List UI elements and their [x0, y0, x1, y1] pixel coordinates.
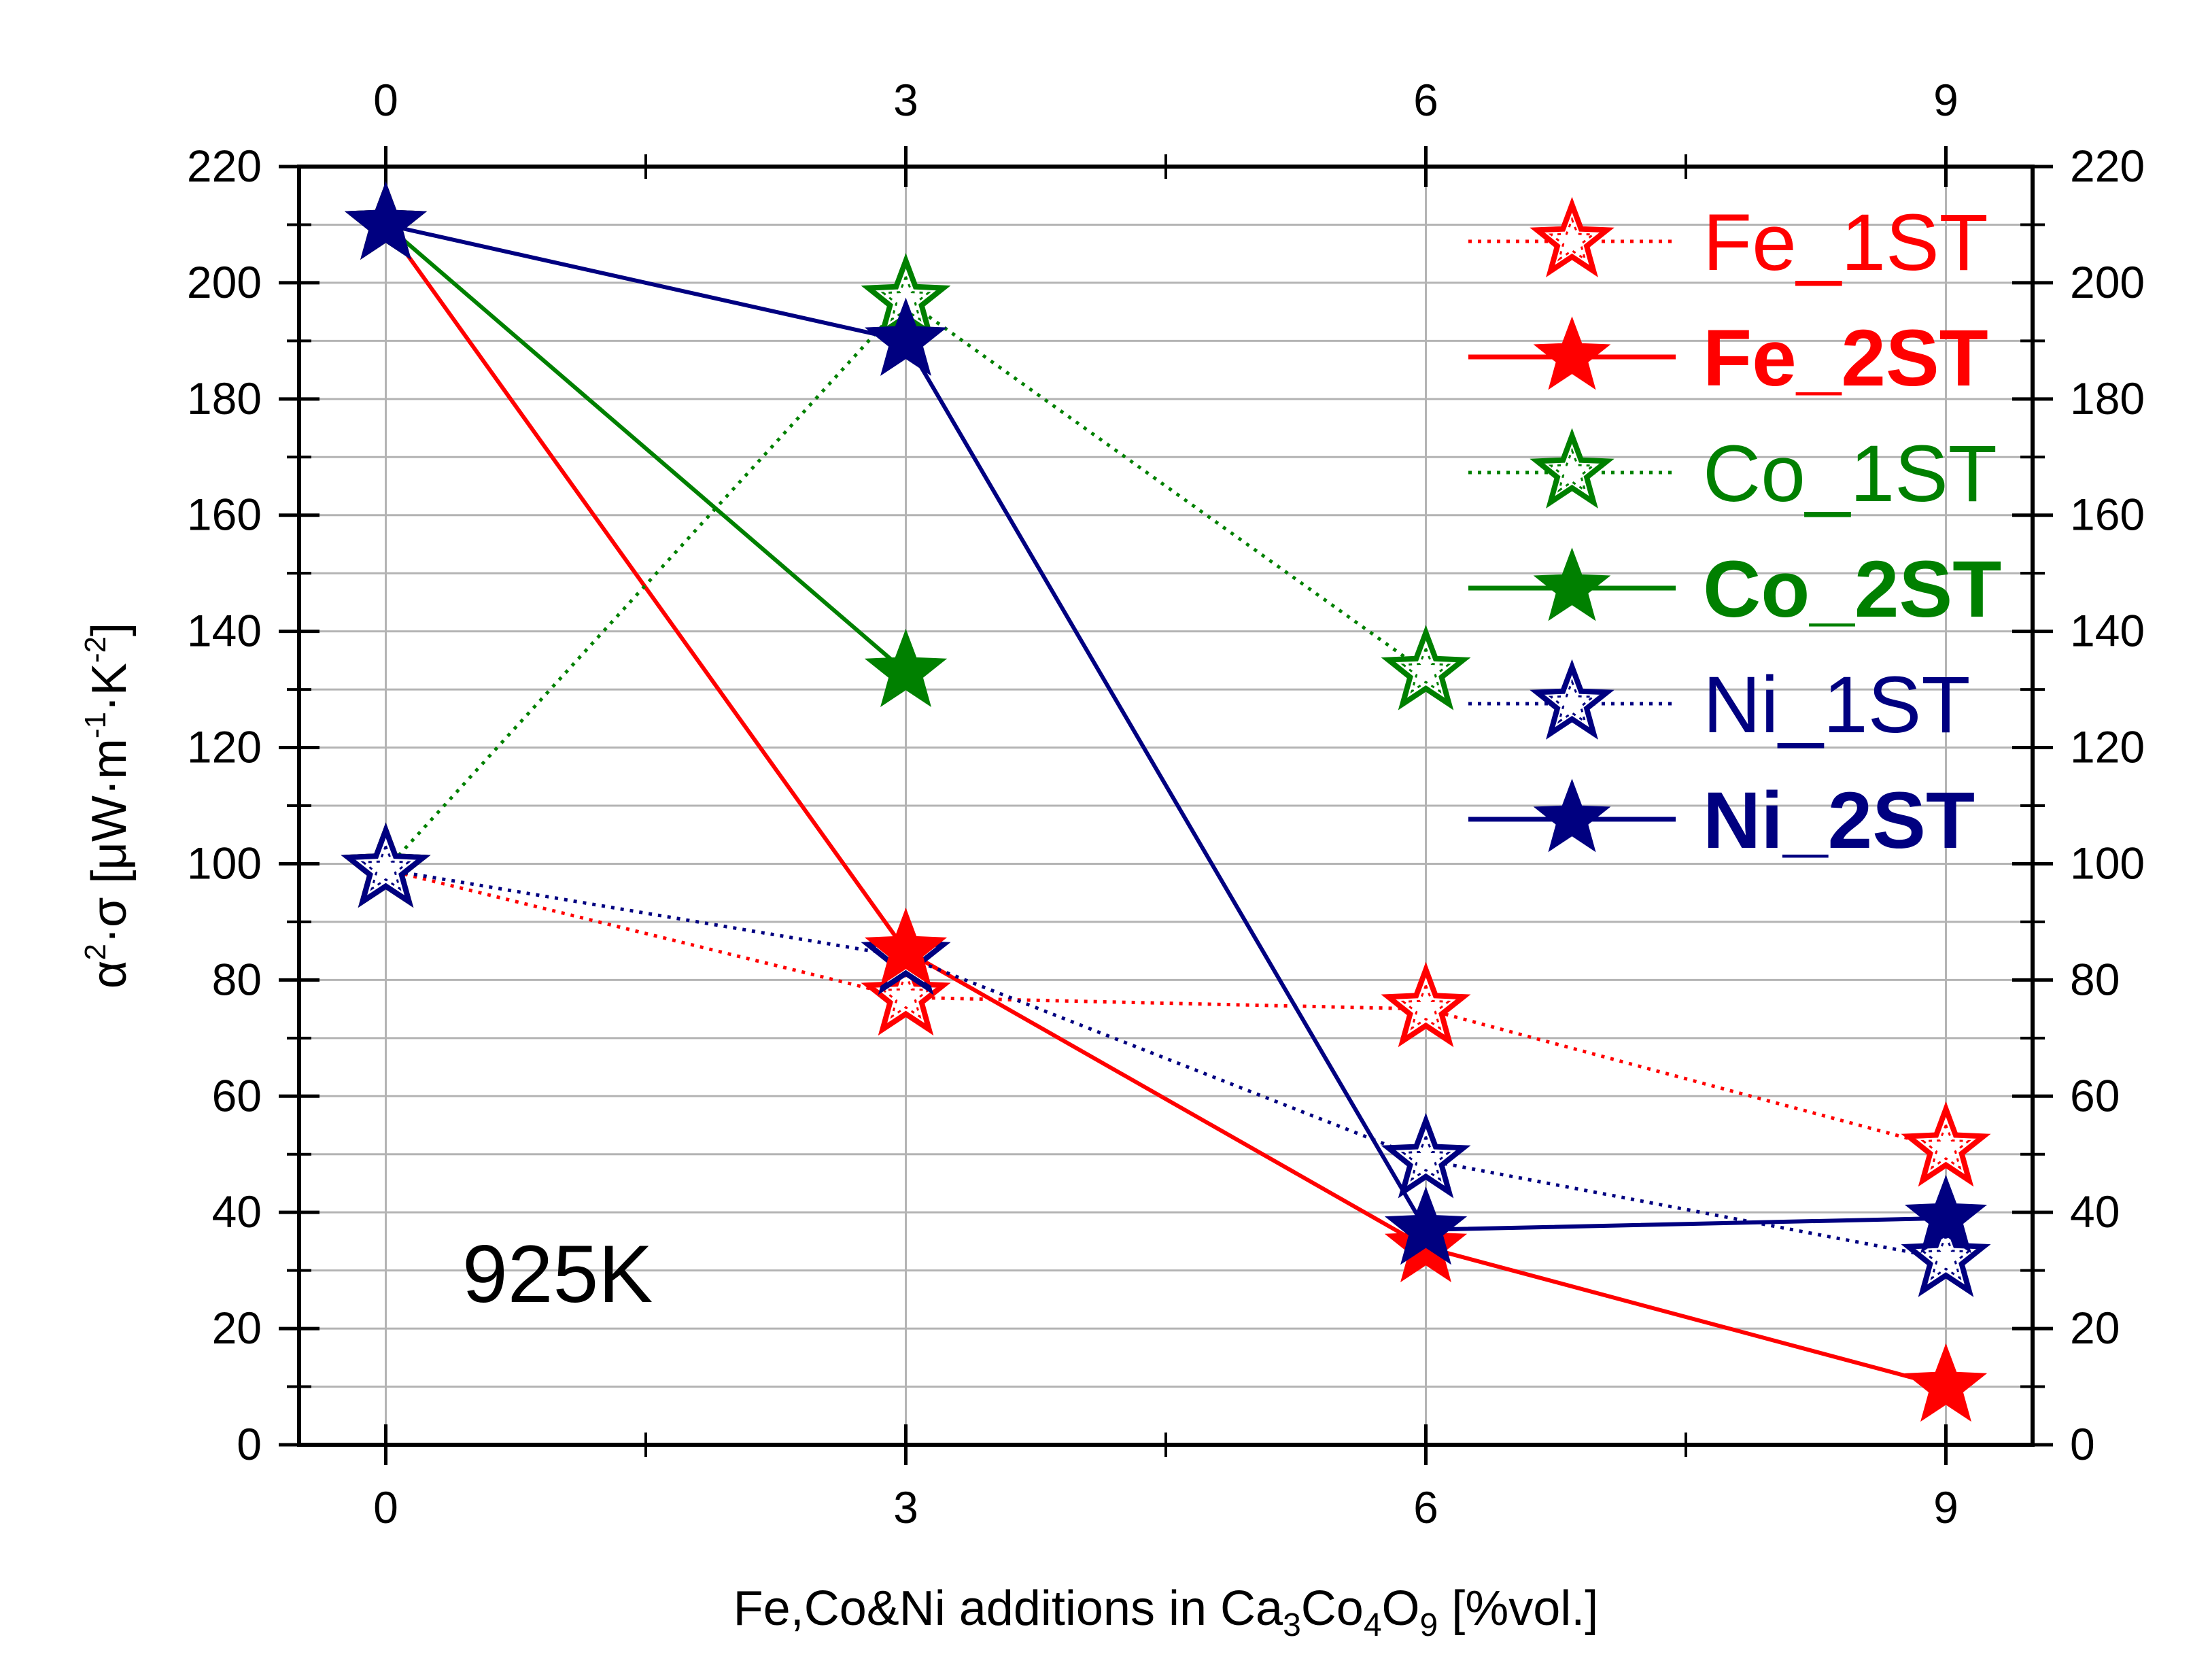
legend: Fe_1ST Fe_2ST Co_1ST Co_2ST Ni_1ST Ni_2ST — [1468, 196, 2001, 865]
point-ni-2st — [1384, 1186, 1468, 1265]
y-tick-label-left: 20 — [212, 1303, 262, 1353]
y-tick-label-right: 220 — [2070, 141, 2145, 191]
x-tick-label-bottom: 9 — [1933, 1482, 1958, 1532]
y-tick-label-right: 200 — [2070, 257, 2145, 307]
y-tick-label-right: 0 — [2070, 1419, 2095, 1469]
point-fe-1st-inner — [1400, 982, 1451, 1031]
x-tick-label-bottom: 0 — [373, 1482, 398, 1532]
legend-marker-co-2st — [1533, 547, 1611, 621]
point-ni-1st — [1381, 1112, 1471, 1199]
point-ni-2st — [344, 181, 428, 260]
y-tick-label-left: 200 — [187, 257, 262, 307]
legend-marker-co-1st-inner — [1548, 447, 1596, 493]
point-fe-1st — [861, 950, 951, 1036]
legend-marker-ni-1st — [1530, 659, 1615, 740]
point-co-1st — [1381, 625, 1471, 710]
y-tick-label-right: 20 — [2070, 1303, 2120, 1353]
point-co-2st — [864, 628, 948, 708]
y-tick-label-left: 0 — [237, 1419, 262, 1469]
y-tick-label-right: 40 — [2070, 1186, 2120, 1237]
point-ni-1st-inner — [1920, 1232, 1971, 1281]
series-line-ni-2st — [385, 222, 1946, 1232]
x-tick-label-bottom: 3 — [893, 1482, 918, 1532]
legend-label-ni-1st: Ni_1ST — [1703, 660, 1970, 750]
y-tick-label-right: 80 — [2070, 954, 2120, 1004]
legend-label-fe-1st: Fe_1ST — [1703, 198, 1988, 288]
y-tick-label-right: 180 — [2070, 373, 2145, 424]
y-tick-label-left: 40 — [212, 1186, 262, 1237]
point-fe-1st — [1901, 1101, 1991, 1187]
point-ni-1st — [341, 822, 431, 908]
series — [341, 181, 1991, 1422]
legend-label-fe-2st: Fe_2ST — [1703, 313, 1988, 403]
x-tick-label-top: 3 — [893, 75, 918, 125]
legend-marker-fe-2st — [1533, 316, 1611, 390]
point-ni-2st — [864, 297, 948, 376]
point-fe-1st — [1381, 961, 1471, 1048]
y-tick-label-left: 120 — [187, 722, 262, 772]
annotation-temperature: 925K — [462, 1229, 653, 1320]
y-tick-label-right: 120 — [2070, 722, 2145, 772]
x-tick-label-bottom: 6 — [1413, 1482, 1438, 1532]
legend-marker-fe-1st-inner — [1548, 216, 1596, 262]
point-ni-2st — [1904, 1174, 1988, 1254]
y-tick-label-right: 160 — [2070, 490, 2145, 540]
legend-marker-ni-1st-inner — [1548, 679, 1596, 724]
point-fe-1st-inner — [1920, 1122, 1971, 1170]
y-tick-label-right: 100 — [2070, 838, 2145, 888]
point-fe-2st — [864, 907, 948, 987]
point-co-1st-inner — [1400, 645, 1451, 694]
point-ni-1st-inner — [360, 842, 411, 891]
point-fe-2st — [1904, 1343, 1988, 1422]
legend-label-co-2st: Co_2ST — [1703, 545, 2001, 634]
y-tick-label-left: 140 — [187, 606, 262, 656]
x-tick-label-top: 6 — [1413, 75, 1438, 125]
series-line-co-2st — [384, 223, 908, 674]
y-tick-label-left: 60 — [212, 1070, 262, 1120]
legend-label-co-1st: Co_1ST — [1703, 429, 1997, 519]
y-tick-label-right: 60 — [2070, 1070, 2120, 1120]
y-tick-label-left: 100 — [187, 838, 262, 888]
y-tick-label-left: 160 — [187, 490, 262, 540]
y-axis-title: α2·σ [μW·m-1·K-2] — [79, 623, 137, 989]
y-tick-label-left: 80 — [212, 954, 262, 1004]
legend-marker-fe-1st — [1530, 196, 1615, 277]
grid — [299, 167, 2033, 1445]
series-line-fe-1st — [385, 868, 1947, 1150]
series-line-fe-2st — [384, 223, 1947, 1389]
y-tick-label-left: 220 — [187, 141, 262, 191]
legend-label-ni-2st: Ni_2ST — [1703, 776, 1975, 865]
x-tick-label-top: 9 — [1933, 75, 1958, 125]
x-axis-title: Fe,Co&Ni additions in Ca3Co4O9 [%vol.] — [733, 1581, 1599, 1643]
x-tick-label-top: 0 — [373, 75, 398, 125]
point-ni-1st — [1901, 1212, 1991, 1297]
y-tick-label-left: 180 — [187, 373, 262, 424]
point-fe-1st-inner — [880, 970, 931, 1019]
legend-marker-ni-2st — [1533, 778, 1611, 853]
legend-marker-co-1st — [1530, 428, 1615, 509]
y-tick-label-right: 140 — [2070, 606, 2145, 656]
point-ni-1st-inner — [1400, 1133, 1451, 1182]
